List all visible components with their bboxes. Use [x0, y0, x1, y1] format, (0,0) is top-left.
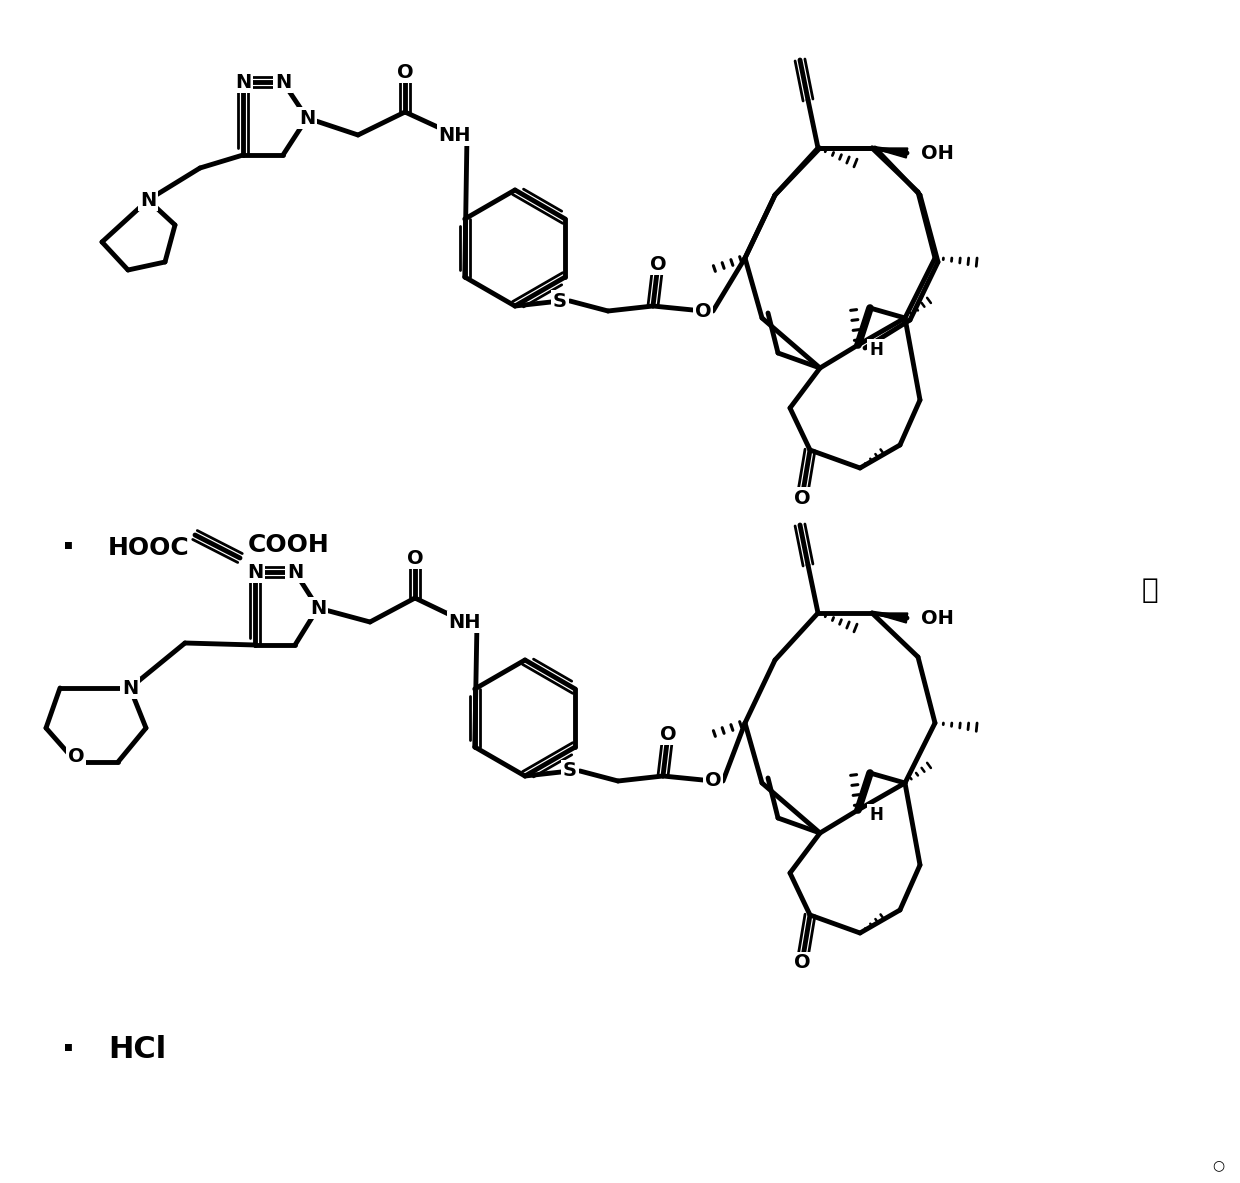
Text: ○: ○	[1211, 1158, 1224, 1172]
Text: S: S	[563, 762, 577, 781]
Text: O: O	[794, 489, 810, 508]
Text: O: O	[68, 748, 84, 767]
Text: O: O	[407, 549, 423, 568]
Text: H: H	[869, 341, 883, 358]
Text: N: N	[140, 190, 156, 209]
Text: O: O	[694, 302, 712, 321]
Polygon shape	[872, 148, 908, 159]
Text: N: N	[299, 109, 315, 128]
Text: O: O	[660, 724, 676, 743]
Text: N: N	[275, 72, 291, 91]
Text: N: N	[310, 599, 326, 618]
Text: O: O	[704, 771, 722, 790]
Text: O: O	[650, 254, 666, 273]
Text: OH: OH	[920, 608, 954, 627]
Text: S: S	[553, 291, 567, 310]
Text: N: N	[122, 679, 138, 698]
Polygon shape	[872, 613, 908, 623]
Text: HCl: HCl	[108, 1035, 166, 1065]
Text: ·: ·	[61, 529, 76, 567]
Text: O: O	[794, 953, 810, 972]
Text: N: N	[247, 562, 263, 582]
Text: H: H	[869, 806, 883, 825]
Text: OH: OH	[920, 143, 954, 162]
Text: 或: 或	[1142, 576, 1158, 605]
Text: NH: NH	[439, 125, 471, 144]
Text: COOH: COOH	[248, 534, 330, 557]
Text: NH: NH	[449, 613, 481, 632]
Text: ·: ·	[61, 1032, 76, 1069]
Text: N: N	[234, 72, 252, 91]
Text: O: O	[397, 63, 413, 82]
Text: HOOC: HOOC	[108, 536, 190, 560]
Text: N: N	[286, 562, 303, 582]
